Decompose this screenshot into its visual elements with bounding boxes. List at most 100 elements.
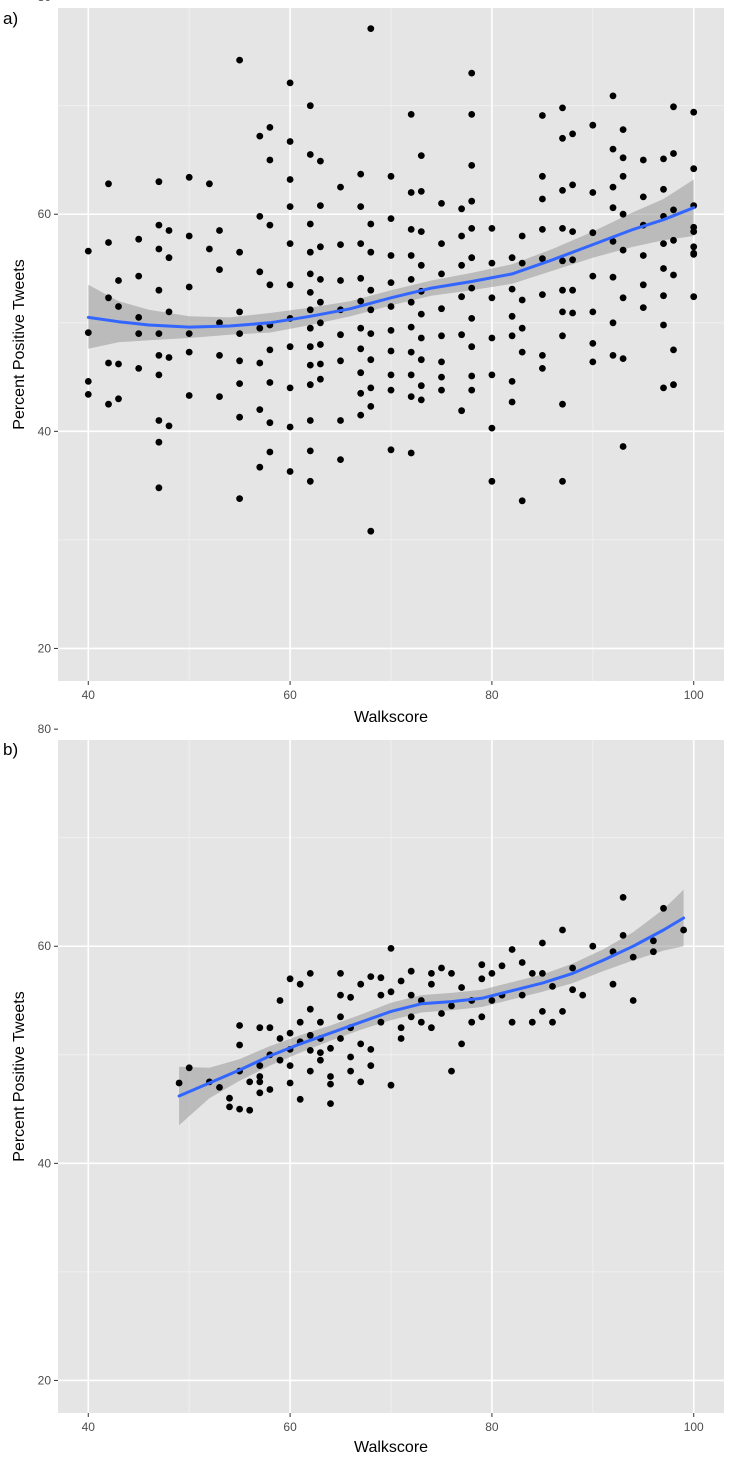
panel-a-data-point — [407, 252, 415, 259]
panel-b-data-point — [286, 975, 294, 983]
panel-a-data-point — [367, 403, 375, 410]
panel-a-data-point — [518, 259, 526, 267]
panel-a-data-point — [417, 382, 425, 390]
panel-a-data-point — [559, 187, 566, 194]
panel-b-x-tick-label: 80 — [485, 1420, 499, 1434]
panel-a-x-tick-label: 40 — [82, 688, 96, 702]
panel-a-data-point — [660, 265, 667, 272]
panel-a-data-point — [670, 206, 677, 214]
panel-b-data-point — [236, 1041, 244, 1049]
panel-a-data-point — [155, 245, 163, 253]
panel-a-data-point — [216, 319, 223, 327]
panel-a-data-point — [559, 134, 566, 142]
panel-a-data-point — [165, 254, 173, 262]
panel-a-data-point — [468, 225, 476, 232]
panel-b-data-point — [236, 1022, 244, 1029]
panel-b-axes: 40 60 80 100 20 40 60 80 — [38, 722, 704, 1434]
panel-b-data-point — [367, 1062, 375, 1069]
panel-a-data-point — [407, 189, 415, 196]
panel-b-data-point — [367, 973, 375, 980]
panel-b-data-point — [579, 991, 587, 999]
panel-a-data-point — [539, 226, 546, 233]
panel-a-data-point — [357, 240, 365, 248]
panel-a-data-point — [569, 256, 576, 264]
panel-a-data-point — [317, 243, 324, 251]
panel-a-data-point — [357, 345, 365, 353]
panel-b-x-tick-label: 60 — [283, 1420, 297, 1434]
panel-a-data-point — [337, 357, 344, 365]
panel-a-data-point — [357, 170, 365, 178]
panel-b-data-point — [306, 970, 314, 977]
panel-a-data-point — [357, 369, 365, 377]
panel-b-data-point — [539, 939, 546, 947]
panel-a-data-point — [337, 241, 344, 249]
panel-a-data-point — [438, 373, 445, 381]
panel-b-x-tick-label: 100 — [684, 1420, 704, 1434]
panel-a-data-point — [357, 297, 365, 305]
panel-a-data-point — [155, 484, 163, 492]
panel-b-data-point — [468, 1018, 476, 1026]
panel-a-data-point — [105, 239, 112, 246]
panel-a-data-point — [115, 395, 122, 403]
panel-a-data-point — [256, 132, 264, 140]
panel-a-data-point — [589, 272, 597, 280]
panel-a-data-point — [438, 200, 445, 207]
panel-b-data-point — [357, 1040, 365, 1048]
panel-a-data-point — [306, 343, 314, 351]
panel-a-data-point — [438, 240, 445, 248]
panel-b-data-point — [256, 1073, 264, 1080]
panel-a-data-point — [266, 448, 274, 456]
panel-a-data-point — [438, 386, 445, 394]
panel-a-data-point — [236, 330, 244, 337]
panel-a-axes: 40 60 80 100 20 40 60 80 — [38, 0, 704, 702]
panel-b-data-point — [428, 970, 435, 977]
panel-a-data-point — [508, 312, 516, 320]
panel-b-data-point — [347, 1053, 354, 1061]
panel-a-data-point — [387, 215, 395, 223]
panel-a-data-point — [488, 371, 496, 379]
panel-b-data-point — [660, 904, 667, 912]
panel-a-data-point — [317, 319, 324, 327]
panel-b-data-point — [488, 970, 496, 977]
panel-b-data-point — [357, 1078, 365, 1086]
panel-b-data-point — [609, 980, 617, 988]
panel-b-data-point — [508, 1018, 516, 1026]
panel-a-data-point — [468, 162, 476, 169]
panel-a-data-point — [236, 56, 244, 64]
panel-b-data-point — [306, 1067, 314, 1075]
panel-a-data-point — [407, 323, 415, 331]
panel-a-data-point — [559, 308, 566, 316]
panel-b-y-axis-title: Percent Positive Tweets — [11, 991, 28, 1161]
panel-a-data-point — [619, 355, 627, 362]
panel-a-data-point — [417, 310, 425, 318]
panel-a-data-point — [236, 308, 244, 316]
panel-a: a) 40 60 80 100 20 40 60 80 Walkscore Percent P… — [3, 0, 724, 726]
panel-a-data-point — [367, 286, 375, 294]
panel-b-data-point — [549, 983, 556, 990]
panel-b-data-point — [256, 1089, 264, 1097]
panel-a-data-point — [518, 348, 526, 356]
panel-a-data-point — [317, 202, 324, 210]
panel-a-data-point — [417, 228, 425, 236]
panel-a-data-point — [468, 386, 476, 394]
panel-a-data-point — [185, 283, 193, 291]
panel-a-data-point — [670, 346, 677, 354]
panel-b-data-point — [397, 1024, 405, 1032]
panel-a-data-point — [115, 303, 122, 310]
panel-a-data-point — [286, 423, 294, 431]
panel-a-data-point — [559, 225, 566, 232]
panel-a-y-tick-label: 80 — [38, 0, 52, 4]
panel-b-data-point — [246, 1078, 254, 1086]
panel-a-data-point — [690, 165, 698, 173]
panel-b-data-point — [306, 1005, 314, 1013]
panel-b-data-point — [175, 1079, 183, 1087]
panel-b-data-point — [327, 1080, 334, 1088]
panel-a-data-point — [468, 197, 476, 205]
panel-a-data-point — [286, 176, 294, 183]
panel-a-data-point — [256, 359, 264, 367]
panel-a-data-point — [609, 145, 617, 153]
panel-a-data-point — [458, 407, 465, 415]
panel-b-data-point — [438, 964, 445, 972]
panel-a-data-point — [569, 228, 576, 236]
